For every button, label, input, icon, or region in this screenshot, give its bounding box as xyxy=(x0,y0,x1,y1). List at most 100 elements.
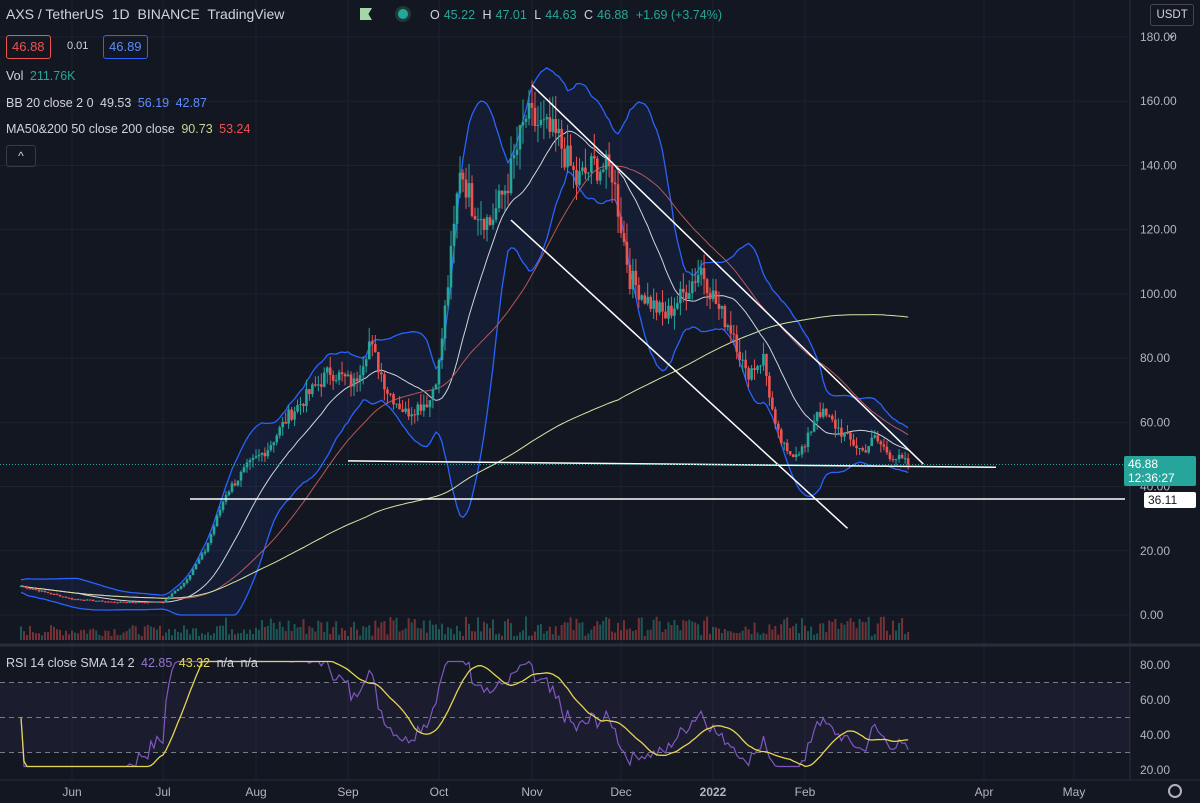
market-status-icon[interactable] xyxy=(398,9,408,19)
volume-bar xyxy=(371,635,374,640)
candle-body xyxy=(398,403,401,410)
candle-body xyxy=(726,325,730,328)
candle-body xyxy=(506,190,510,194)
settings-gear-icon[interactable] xyxy=(1168,784,1182,798)
candle-body xyxy=(861,448,864,451)
rsi-tick-label: 40.00 xyxy=(1140,728,1170,742)
candle-body xyxy=(735,334,739,352)
candle-body xyxy=(566,145,569,168)
candle-body xyxy=(649,296,652,309)
ma-legend[interactable]: MA50&200 50 close 200 close 90.73 53.24 xyxy=(6,122,250,136)
low-value: 44.63 xyxy=(545,8,577,22)
flag-icon[interactable] xyxy=(360,8,372,20)
candle-body xyxy=(741,359,744,361)
volume-bar xyxy=(425,632,428,640)
volume-bar xyxy=(401,630,404,640)
candle-body xyxy=(765,353,768,376)
candle-body xyxy=(116,602,119,604)
volume-bar xyxy=(885,630,888,640)
candle-body xyxy=(428,400,432,408)
volume-bar xyxy=(456,625,458,640)
currency-selector[interactable]: USDT ⌄ xyxy=(1150,4,1194,41)
candle-body xyxy=(416,404,420,416)
candle-body xyxy=(242,467,246,473)
volume-bar xyxy=(620,630,622,640)
candle-body xyxy=(419,404,423,411)
candle-body xyxy=(311,384,314,395)
rsi-legend[interactable]: RSI 14 close SMA 14 2 42.85 43.32 n/a n/… xyxy=(6,656,258,670)
volume-bar xyxy=(828,620,831,640)
candle-body xyxy=(367,341,371,360)
candle-body xyxy=(461,172,465,180)
candle-body xyxy=(125,602,128,604)
volume-bar xyxy=(625,629,628,640)
candle-body xyxy=(58,594,62,597)
volume-bar xyxy=(65,630,67,640)
volume-bar xyxy=(383,620,386,640)
volume-bar xyxy=(243,629,245,640)
volume-bar xyxy=(492,619,494,640)
volume-bar xyxy=(101,635,104,640)
candle-body xyxy=(319,384,323,387)
candle-body xyxy=(756,366,759,370)
time-tick-label: Aug xyxy=(245,785,266,799)
volume-bar xyxy=(501,635,503,640)
candle-body xyxy=(446,287,450,306)
candle-body xyxy=(774,409,777,424)
bb-upper-line xyxy=(20,67,909,596)
volume-bar xyxy=(416,627,419,640)
volume-bar xyxy=(759,634,762,640)
volume-bar xyxy=(134,626,137,640)
volume-bar xyxy=(71,630,73,640)
collapse-legend-button[interactable]: ^ xyxy=(6,145,36,167)
volume-bar xyxy=(83,629,86,640)
price-tick-label: 140.00 xyxy=(1140,158,1177,172)
candle-body xyxy=(812,421,816,432)
candle-body xyxy=(488,217,492,225)
candle-body xyxy=(269,445,273,451)
volume-bar xyxy=(489,628,491,640)
candle-body xyxy=(464,179,468,198)
candle-body xyxy=(386,389,389,394)
trendline xyxy=(510,219,848,529)
volume-bar xyxy=(183,625,185,640)
candle-body xyxy=(843,432,846,437)
bb-basis-value: 49.53 xyxy=(100,96,132,110)
volume-bar xyxy=(305,633,308,640)
volume-bar xyxy=(419,628,422,640)
volume-bar xyxy=(676,624,679,640)
volume-bar xyxy=(228,634,230,640)
sell-button[interactable]: 46.88 xyxy=(6,35,51,59)
candle-body xyxy=(696,274,700,283)
candle-body xyxy=(167,596,171,600)
vol-legend[interactable]: Vol 211.76K xyxy=(6,69,76,83)
volume-bar xyxy=(35,633,37,640)
volume-bar xyxy=(614,632,617,640)
candle-body xyxy=(509,158,513,194)
candle-body xyxy=(542,119,546,121)
volume-bar xyxy=(155,629,158,640)
candle-body xyxy=(821,408,825,417)
candle-body xyxy=(482,219,486,230)
symbol-label[interactable]: AXS / TetherUS xyxy=(6,6,104,22)
candle-body xyxy=(236,480,240,486)
candle-body xyxy=(40,590,44,592)
candle-body xyxy=(771,397,774,410)
candle-body xyxy=(897,454,901,460)
volume-bar xyxy=(213,633,215,640)
volume-bar xyxy=(637,617,640,640)
candle-body xyxy=(331,374,335,381)
volume-bar xyxy=(522,630,524,640)
volume-bar xyxy=(655,616,658,640)
candle-body xyxy=(146,602,150,604)
volume-bar xyxy=(204,634,206,640)
volume-bar xyxy=(53,626,55,640)
volume-bar xyxy=(882,616,885,640)
buy-button[interactable]: 46.89 xyxy=(103,35,148,59)
volume-bar xyxy=(252,634,254,640)
interval-label[interactable]: 1D xyxy=(111,6,130,22)
candle-body xyxy=(337,372,341,380)
bb-legend[interactable]: BB 20 close 2 0 49.53 56.19 42.87 xyxy=(6,96,207,110)
candle-body xyxy=(31,588,35,590)
